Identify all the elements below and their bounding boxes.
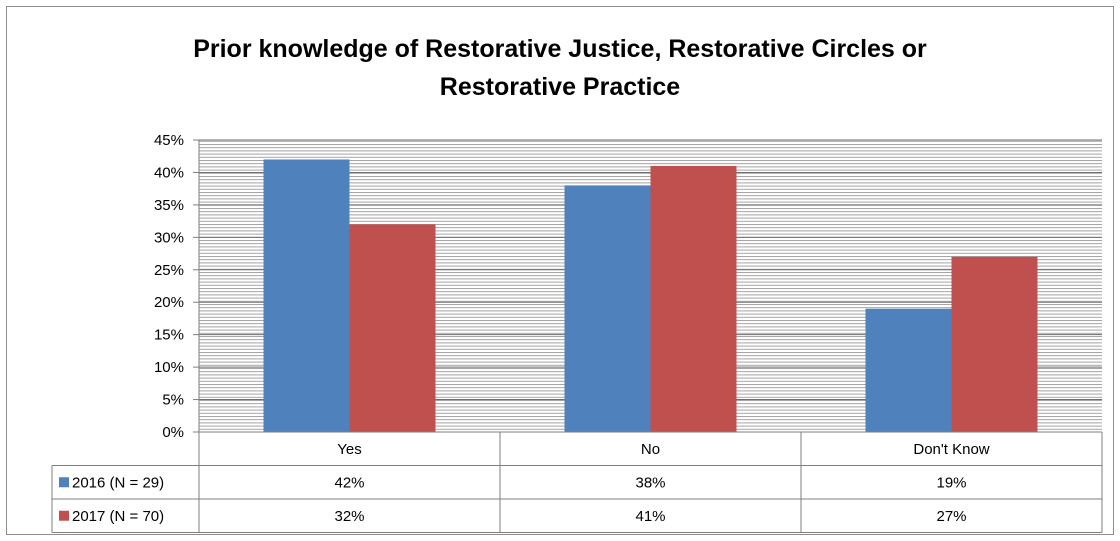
chart-title: Prior knowledge of Restorative Justice, … [0, 30, 1120, 106]
y-tick-label: 40% [154, 164, 184, 181]
bar [349, 224, 436, 432]
data-label: 19% [936, 474, 966, 491]
chart-title-line-2: Restorative Practice [439, 73, 681, 101]
category-label: Yes [337, 441, 361, 458]
bar [263, 159, 350, 432]
legend-label: 2016 (N = 29) [72, 474, 164, 491]
bar [951, 256, 1038, 432]
y-tick-label: 15% [154, 327, 184, 344]
category-label: No [641, 441, 660, 458]
data-label: 42% [334, 474, 364, 491]
bar [650, 165, 737, 432]
data-label: 32% [334, 508, 364, 525]
bar [865, 308, 952, 432]
y-tick-label: 20% [154, 294, 184, 311]
y-axis: 0% 5% 10% 15% 20% 25% 30% 35% 40% 45% [154, 132, 200, 441]
y-tick-label: 30% [154, 229, 184, 246]
category-label: Don't Know [913, 441, 989, 458]
data-label: 41% [635, 508, 665, 525]
y-tick-label: 45% [154, 132, 184, 149]
legend-swatch [59, 510, 69, 521]
data-table: Yes No Don't Know 2016 (N = 29) 42% 38% 19% 201… [51, 431, 1103, 533]
y-tick-label: 5% [162, 392, 184, 409]
y-tick-label: 10% [154, 359, 184, 376]
bars [263, 159, 1038, 432]
y-tick-label: 0% [162, 424, 184, 441]
y-tick-label: 35% [154, 197, 184, 214]
chart-title-line-1: Prior knowledge of Restorative Justice, … [193, 35, 927, 63]
bar [564, 185, 651, 432]
data-label: 27% [936, 508, 966, 525]
data-label: 38% [635, 474, 665, 491]
y-tick-label: 25% [154, 262, 184, 279]
legend-swatch [59, 477, 69, 488]
legend-label: 2017 (N = 70) [72, 508, 164, 525]
